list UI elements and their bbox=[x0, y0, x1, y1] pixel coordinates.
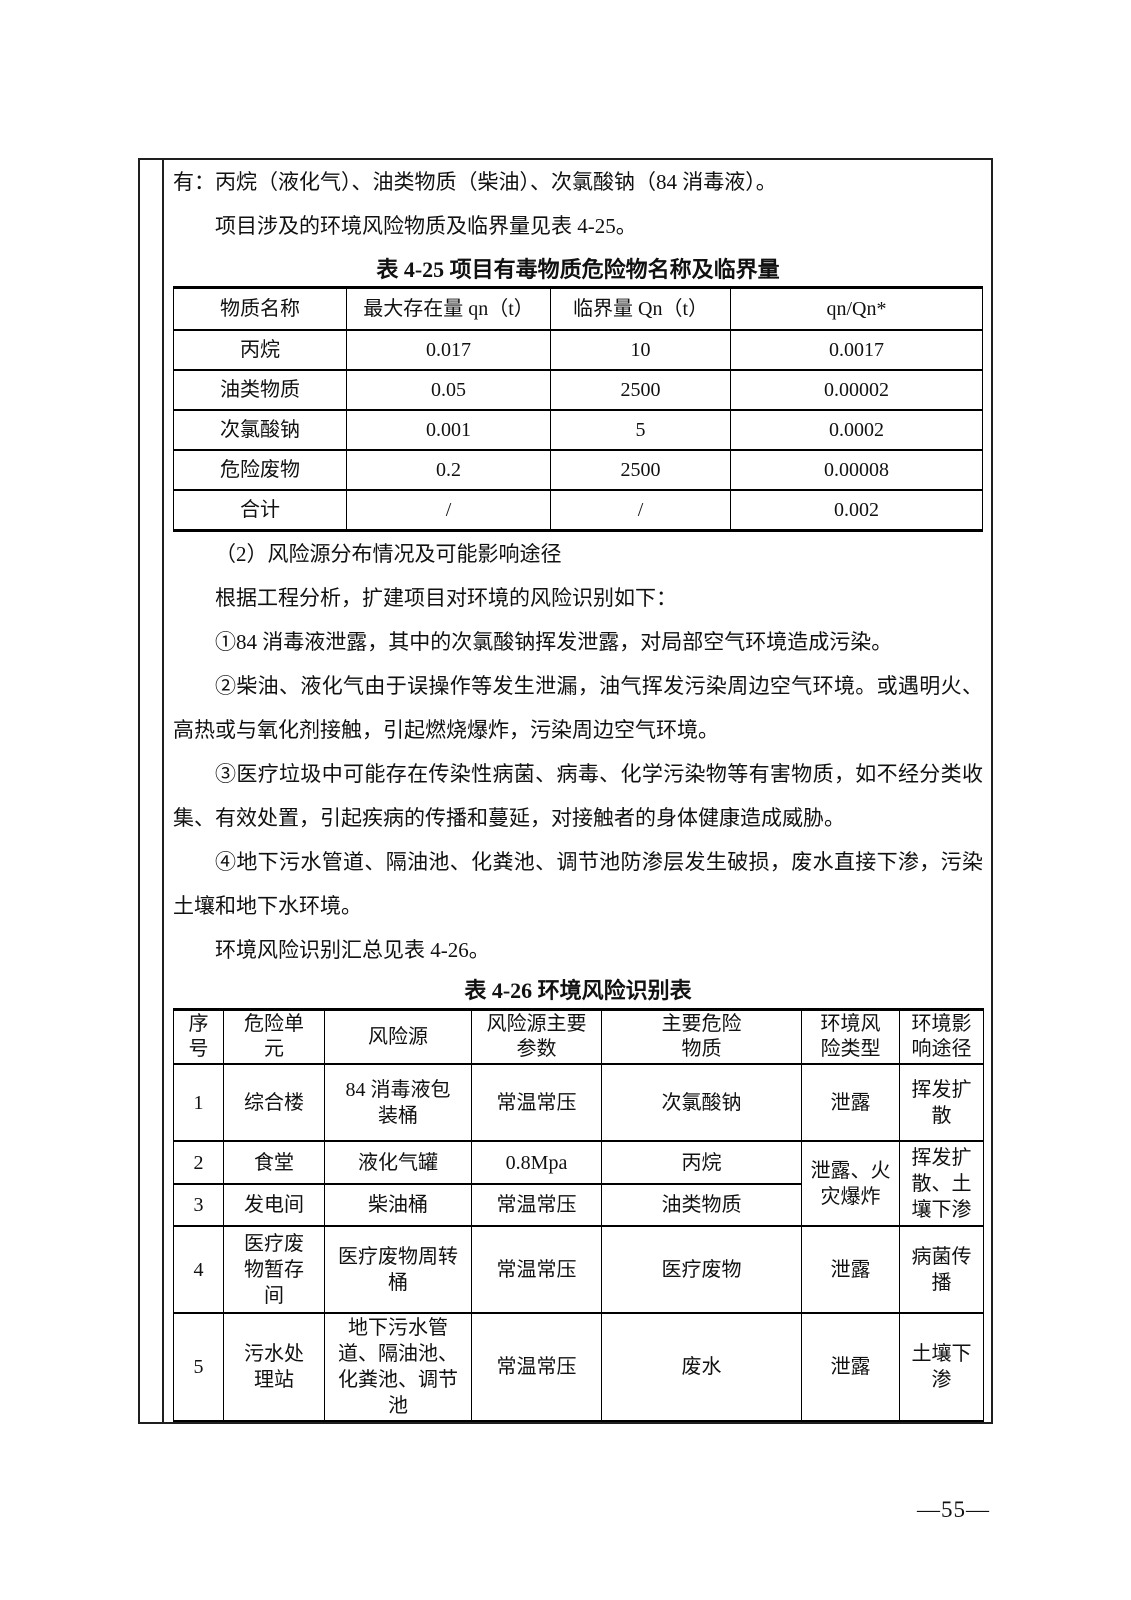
table-cell: 5 bbox=[550, 409, 731, 451]
table-cell: 0.017 bbox=[346, 329, 551, 371]
table-cell: 常温常压 bbox=[471, 1312, 602, 1422]
table-cell-merged: 挥发扩散、土壤下渗 bbox=[899, 1140, 984, 1227]
table-cell: 1 bbox=[173, 1063, 224, 1142]
table-cell: 0.0002 bbox=[730, 409, 983, 451]
column-header: 环境风 险类型 bbox=[801, 1008, 900, 1065]
paragraph-risk-sources-heading: （2）风险源分布情况及可能影响途径 bbox=[215, 542, 562, 566]
column-header: 主要危险 物质 bbox=[601, 1008, 802, 1065]
table-cell: 10 bbox=[550, 329, 731, 371]
table-row: 1 综合楼 84 消毒液包装桶 常温常压 次氯酸钠 泄露 挥发扩散 bbox=[173, 1063, 984, 1142]
table-cell: 综合楼 bbox=[223, 1063, 325, 1142]
table-cell: 常温常压 bbox=[471, 1183, 602, 1227]
table-cell: 5 bbox=[173, 1312, 224, 1422]
table-cell: 4 bbox=[173, 1225, 224, 1314]
table-cell: 污水处理站 bbox=[223, 1312, 325, 1422]
table-cell: 食堂 bbox=[223, 1140, 325, 1185]
table-cell: 0.00008 bbox=[730, 449, 983, 491]
table-header-row: 序 号 危险单 元 风险源 风险源主要 参数 主要危险 物质 环境风 险类型 环… bbox=[173, 1008, 984, 1065]
table-cell: 丙烷 bbox=[173, 329, 347, 371]
table-row: 合计 / / 0.002 bbox=[173, 489, 983, 532]
column-header: 最大存在量 qn（t） bbox=[346, 286, 551, 331]
table-cell: 地下污水管道、隔油池、化粪池、调节池 bbox=[324, 1312, 472, 1422]
paragraph-risk-4: ④地下污水管道、隔油池、化粪池、调节池防渗层发生破损，废水直接下渗，污染土壤和地… bbox=[173, 850, 983, 918]
table-cell: 0.05 bbox=[346, 369, 551, 411]
table-cell: 常温常压 bbox=[471, 1225, 602, 1314]
document-page-frame: 有：丙烷（液化气）、油类物质（柴油）、次氯酸钠（84 消毒液）。 项目涉及的环境… bbox=[138, 158, 993, 1424]
table-cell: 病菌传播 bbox=[899, 1225, 984, 1314]
table-cell: 发电间 bbox=[223, 1183, 325, 1227]
intro-line-2: 项目涉及的环境风险物质及临界量见表 4-25。 bbox=[215, 214, 637, 238]
table-cell: 医疗废物 bbox=[601, 1225, 802, 1314]
paragraph-risk-1: ①84 消毒液泄露，其中的次氯酸钠挥发泄露，对局部空气环境造成污染。 bbox=[215, 630, 893, 654]
table-cell: 挥发扩散 bbox=[899, 1063, 984, 1142]
column-header: 风险源主要 参数 bbox=[471, 1008, 602, 1065]
page-number: —55— bbox=[917, 1497, 990, 1522]
table-row: 次氯酸钠 0.001 5 0.0002 bbox=[173, 409, 983, 451]
table-cell: 医疗废物周转桶 bbox=[324, 1225, 472, 1314]
intro-line-1: 有：丙烷（液化气）、油类物质（柴油）、次氯酸钠（84 消毒液）。 bbox=[173, 170, 777, 194]
left-margin-strip bbox=[140, 160, 164, 1422]
paragraph-analysis-intro: 根据工程分析，扩建项目对环境的风险识别如下： bbox=[215, 586, 677, 610]
table-cell: 泄露 bbox=[801, 1225, 900, 1314]
table-cell: 次氯酸钠 bbox=[601, 1063, 802, 1142]
column-header: 物质名称 bbox=[173, 286, 347, 331]
column-header: 序 号 bbox=[173, 1008, 224, 1065]
table-cell: 泄露 bbox=[801, 1063, 900, 1142]
table-cell: 2 bbox=[173, 1140, 224, 1185]
table-cell: 油类物质 bbox=[601, 1183, 802, 1227]
table-cell: 土壤下渗 bbox=[899, 1312, 984, 1422]
table-cell: 医疗废物暂存间 bbox=[223, 1225, 325, 1314]
table-row: 油类物质 0.05 2500 0.00002 bbox=[173, 369, 983, 411]
column-header: 风险源 bbox=[324, 1008, 472, 1065]
table-cell: 0.002 bbox=[730, 489, 983, 532]
column-header: qn/Qn* bbox=[730, 286, 983, 331]
table-cell: 油类物质 bbox=[173, 369, 347, 411]
table-cell: 2500 bbox=[550, 449, 731, 491]
paragraph-risk-2: ②柴油、液化气由于误操作等发生泄漏，油气挥发污染周边空气环境。或遇明火、高热或与… bbox=[173, 674, 983, 742]
paragraph-table-426-reference: 环境风险识别汇总见表 4-26。 bbox=[215, 938, 490, 962]
page-content: 有：丙烷（液化气）、油类物质（柴油）、次氯酸钠（84 消毒液）。 项目涉及的环境… bbox=[164, 160, 991, 1422]
table-cell: 丙烷 bbox=[601, 1140, 802, 1185]
table-cell: 0.2 bbox=[346, 449, 551, 491]
table-cell: 危险废物 bbox=[173, 449, 347, 491]
toxic-substances-table: 物质名称 最大存在量 qn（t） 临界量 Qn（t） qn/Qn* 丙烷 0.0… bbox=[173, 286, 983, 532]
table-cell: / bbox=[346, 489, 551, 532]
paragraph-risk-3: ③医疗垃圾中可能存在传染性病菌、病毒、化学污染物等有害物质，如不经分类收集、有效… bbox=[173, 762, 983, 830]
column-header: 临界量 Qn（t） bbox=[550, 286, 731, 331]
table-cell: 3 bbox=[173, 1183, 224, 1227]
table-header-row: 物质名称 最大存在量 qn（t） 临界量 Qn（t） qn/Qn* bbox=[173, 286, 983, 331]
table-row: 4 医疗废物暂存间 医疗废物周转桶 常温常压 医疗废物 泄露 病菌传播 bbox=[173, 1225, 984, 1314]
column-header: 危险单 元 bbox=[223, 1008, 325, 1065]
table-cell: 0.00002 bbox=[730, 369, 983, 411]
table-425-title: 表 4-25 项目有毒物质危险物名称及临界量 bbox=[376, 257, 780, 282]
table-426-title: 表 4-26 环境风险识别表 bbox=[464, 978, 692, 1003]
table-cell: 液化气罐 bbox=[324, 1140, 472, 1185]
table-cell: 柴油桶 bbox=[324, 1183, 472, 1227]
table-cell-merged: 泄露、火灾爆炸 bbox=[801, 1140, 900, 1227]
table-cell: 常温常压 bbox=[471, 1063, 602, 1142]
table-cell: 合计 bbox=[173, 489, 347, 532]
table-cell: 次氯酸钠 bbox=[173, 409, 347, 451]
table-row: 危险废物 0.2 2500 0.00008 bbox=[173, 449, 983, 491]
table-cell: 0.001 bbox=[346, 409, 551, 451]
table-row: 2 食堂 液化气罐 0.8Mpa 丙烷 泄露、火灾爆炸 挥发扩散、土壤下渗 bbox=[173, 1140, 984, 1227]
table-row: 3 发电间 柴油桶 常温常压 油类物质 bbox=[173, 1183, 984, 1227]
table-cell: 2500 bbox=[550, 369, 731, 411]
table-cell: 0.8Mpa bbox=[471, 1140, 602, 1185]
table-cell: 84 消毒液包装桶 bbox=[324, 1063, 472, 1142]
table-row: 丙烷 0.017 10 0.0017 bbox=[173, 329, 983, 371]
column-header: 环境影 响途径 bbox=[899, 1008, 984, 1065]
table-cell: 废水 bbox=[601, 1312, 802, 1422]
table-cell: 0.0017 bbox=[730, 329, 983, 371]
risk-identification-table: 序 号 危险单 元 风险源 风险源主要 参数 主要危险 物质 环境风 险类型 环… bbox=[173, 1008, 984, 1422]
table-cell: / bbox=[550, 489, 731, 532]
table-cell: 泄露 bbox=[801, 1312, 900, 1422]
table-row: 5 污水处理站 地下污水管道、隔油池、化粪池、调节池 常温常压 废水 泄露 土壤… bbox=[173, 1312, 984, 1422]
